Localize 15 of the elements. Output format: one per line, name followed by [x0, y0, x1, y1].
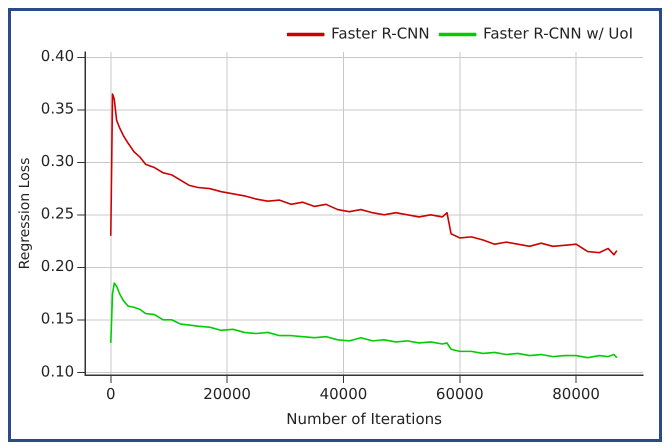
y-axis-title: Regression Loss	[17, 158, 34, 270]
y-tick-label: 0.10	[40, 362, 74, 380]
y-tick-label: 0.15	[40, 310, 74, 328]
y-tick-label: 0.20	[40, 257, 74, 276]
y-tick-label: 0.35	[40, 100, 74, 118]
x-tick-label: 60000	[436, 384, 484, 403]
legend-label: Faster R-CNN w/ UoI	[483, 24, 634, 42]
x-tick-label: 40000	[320, 384, 368, 403]
legend-label: Faster R-CNN	[331, 24, 430, 42]
y-tick-label: 0.40	[40, 47, 74, 66]
y-tick-label: 0.30	[40, 152, 74, 170]
x-tick-label: 20000	[203, 384, 251, 403]
y-tick-label: 0.25	[40, 204, 74, 223]
x-tick-label: 80000	[552, 384, 600, 403]
x-tick-label: 0	[106, 384, 116, 403]
